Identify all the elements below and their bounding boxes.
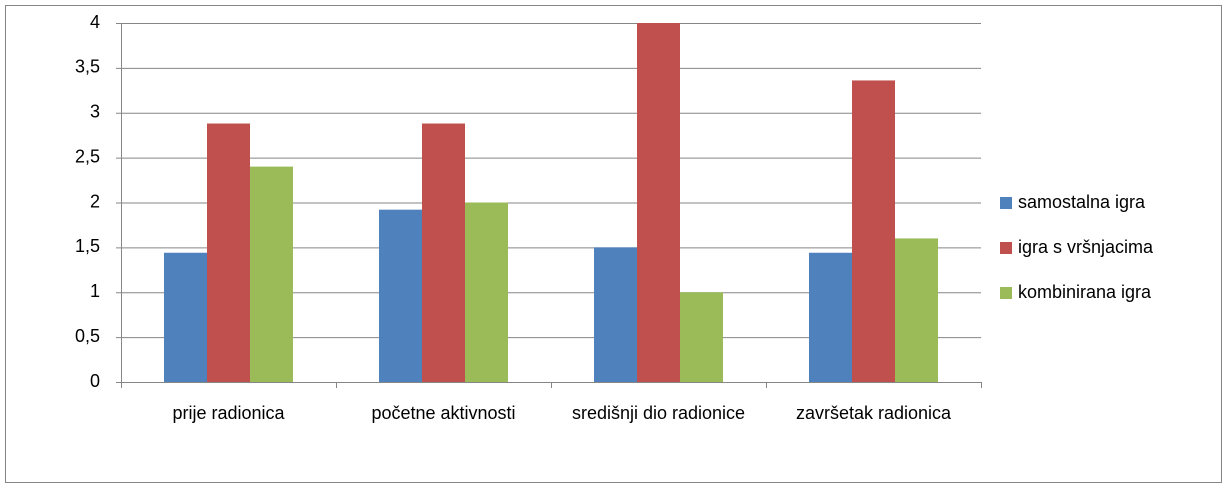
bar [379,209,422,382]
bar [809,252,852,382]
y-tick-label: 2,5 [75,146,100,166]
y-tick-label: 0 [90,371,100,391]
y-tick-label: 1 [90,281,100,301]
x-tick-label: početne aktivnosti [371,403,516,423]
bar [207,123,250,383]
bar [250,166,293,382]
y-tick-label: 1,5 [75,236,100,256]
bar [680,292,723,382]
y-tick-label: 2 [90,191,100,211]
legend-label: samostalna igra [1018,192,1146,212]
legend-swatch [1000,197,1012,209]
x-tick-label: prije radionica [172,403,285,423]
x-tick-label: završetak radionica [795,403,952,423]
bar [637,23,680,382]
legend-swatch [1000,242,1012,254]
legend-label: igra s vršnjacima [1018,237,1154,257]
x-tick-label: središnji dio radionice [571,403,746,423]
bar [594,247,637,382]
legend-label: kombinirana igra [1018,282,1152,302]
bar [422,123,465,383]
y-tick-label: 3 [90,102,100,122]
y-tick-label: 4 [90,12,100,32]
bar [465,202,508,382]
bar [852,80,895,382]
y-tick-label: 3,5 [75,57,100,77]
y-tick-label: 0,5 [75,326,100,346]
legend-swatch [1000,287,1012,299]
bar [895,238,938,382]
bar [164,252,207,382]
